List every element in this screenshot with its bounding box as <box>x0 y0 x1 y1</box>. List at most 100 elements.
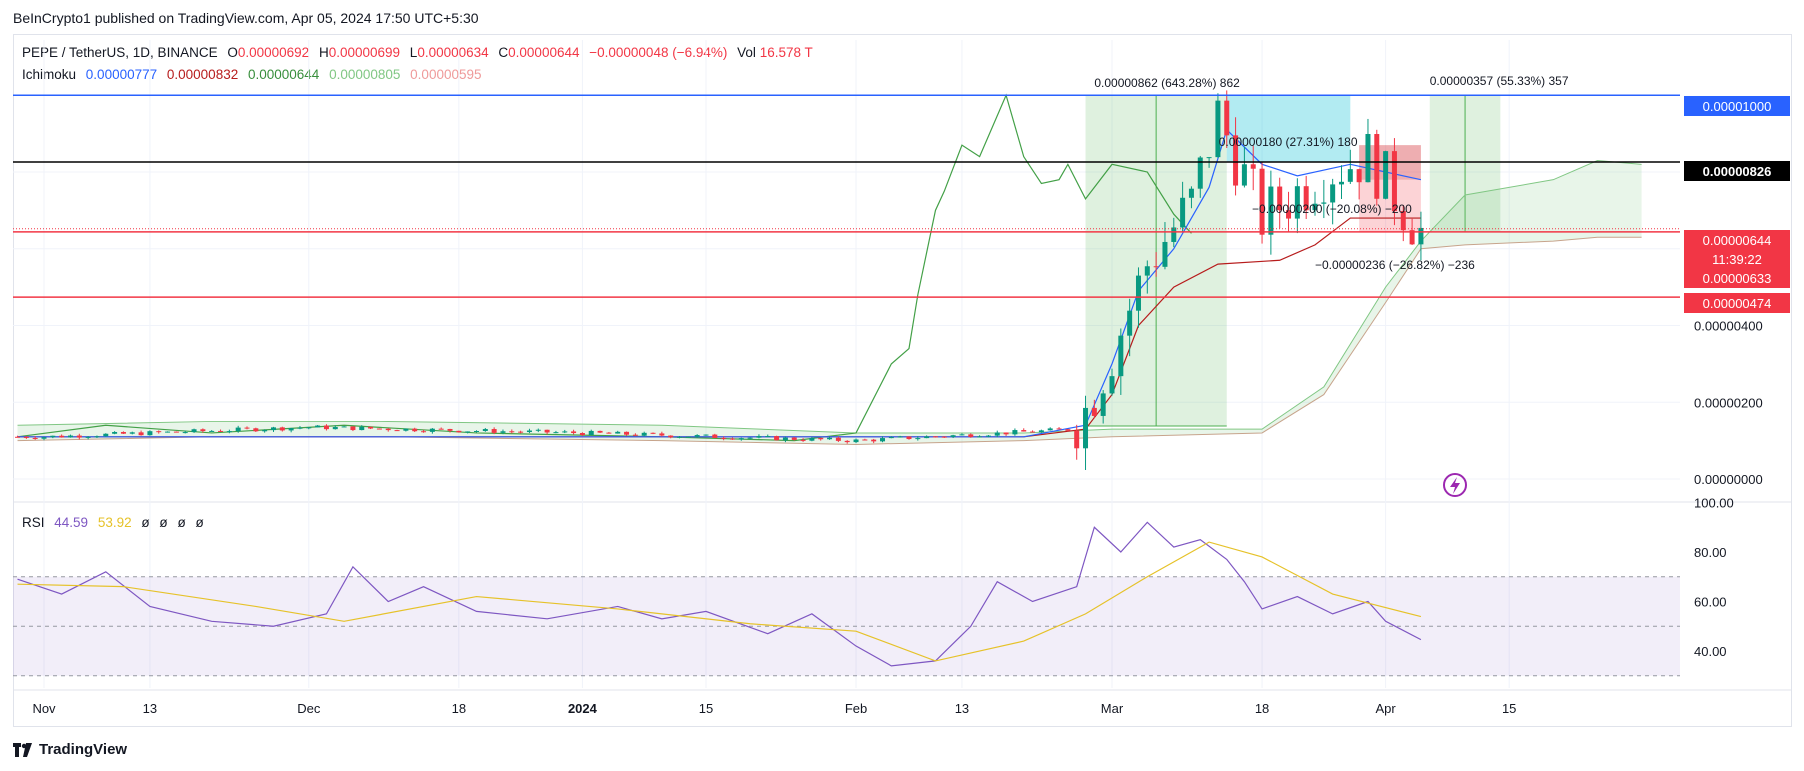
candle-body <box>173 431 179 433</box>
rsi-ma-value: 53.92 <box>97 515 132 530</box>
candle-body <box>456 430 462 433</box>
rsi-tick-label: 40.00 <box>1694 644 1727 659</box>
candle-body <box>412 428 418 432</box>
symbol-title[interactable]: PEPE / TetherUS, 1D, BINANCE <box>22 45 218 60</box>
candle-body <box>1206 157 1212 159</box>
measure-label-1: 0.00000862 (643.28%) 862 <box>1094 76 1240 90</box>
lightning-icon <box>1443 473 1467 497</box>
candle-body <box>1197 157 1203 189</box>
candle-body <box>1012 430 1018 435</box>
candle-body <box>588 430 594 436</box>
price-badge-label: 0.00000474 <box>1703 296 1772 311</box>
candle-body <box>306 427 312 429</box>
candle-body <box>800 439 806 441</box>
candle-body <box>985 435 991 437</box>
candle-body <box>50 435 56 438</box>
ichimoku-lead1: 0.00000805 <box>329 67 401 82</box>
open-value: O0.00000692 <box>227 45 310 60</box>
candle-body <box>262 430 268 432</box>
candle-body <box>615 431 621 434</box>
candle-body <box>1003 432 1009 435</box>
ichimoku-base: 0.00000832 <box>166 67 239 82</box>
candle-body <box>835 437 841 441</box>
candle-body <box>1109 376 1115 394</box>
candle-body <box>888 437 894 439</box>
rsi-tick-label: 80.00 <box>1694 545 1727 560</box>
rsi-value: 44.59 <box>54 515 89 530</box>
candle-body <box>1118 335 1124 377</box>
rsi-tick-label: 60.00 <box>1694 595 1727 610</box>
candle-body <box>385 428 391 431</box>
price-badge-bg <box>1684 161 1790 181</box>
candle-body <box>544 429 550 433</box>
candle-body <box>1135 275 1141 311</box>
measure-label-2: 0.00000357 (55.33%) 357 <box>1430 74 1569 88</box>
candle-body <box>112 431 118 434</box>
candle-body <box>1286 210 1292 219</box>
candle-body <box>1100 393 1106 416</box>
candle-body <box>871 439 877 442</box>
candle-body <box>94 436 100 438</box>
candle-body <box>1233 135 1239 186</box>
candle-body <box>562 431 568 433</box>
candle-body <box>279 427 285 431</box>
ichimoku-label[interactable]: Ichimoku <box>22 67 77 82</box>
candle-body <box>685 436 691 438</box>
candle-body <box>1391 151 1397 212</box>
candle-body <box>1074 430 1080 449</box>
candle-body <box>182 432 188 434</box>
candle-body <box>694 435 700 437</box>
price-badge-label: 0.00001000 <box>1703 99 1772 114</box>
candle-body <box>1356 169 1362 183</box>
price-badge-bg <box>1684 293 1790 313</box>
candle-body <box>579 433 585 436</box>
candle-body <box>1047 428 1053 431</box>
candle-body <box>156 431 162 433</box>
candle-body <box>376 428 382 430</box>
candle-body <box>1030 431 1036 433</box>
candle-body <box>1338 181 1344 185</box>
candle-body <box>438 428 444 430</box>
candle-body <box>624 431 630 435</box>
candle-body <box>1056 428 1062 430</box>
price-badge-bg <box>1684 230 1790 250</box>
candle-body <box>103 433 109 437</box>
brand-footer: TradingView <box>13 741 127 758</box>
time-label: 13 <box>143 701 157 716</box>
candle-body <box>915 438 921 440</box>
candle-body <box>270 427 276 431</box>
candle-body <box>1409 230 1415 245</box>
candle-body <box>491 429 497 433</box>
time-label: 15 <box>699 701 713 716</box>
candle-body <box>659 433 665 436</box>
candle-body <box>235 427 241 432</box>
candle-body <box>553 432 559 434</box>
candle-body <box>677 436 683 438</box>
price-badge-bg <box>1684 96 1790 116</box>
candle-body <box>67 435 73 438</box>
candle-body <box>774 436 780 441</box>
candle-body <box>632 434 638 436</box>
candle-body <box>1224 100 1230 136</box>
measure-label-5: −0.00000236 (−26.82%) −236 <box>1315 258 1475 272</box>
rsi-tick-label: 100.00 <box>1694 496 1734 511</box>
close-value: C0.00000644 <box>498 45 580 60</box>
time-label: 15 <box>1502 701 1516 716</box>
candle-body <box>932 436 938 438</box>
rsi-extra-4: ø <box>195 515 204 530</box>
candle-body <box>32 437 38 439</box>
candle-body <box>1127 310 1133 336</box>
ichimoku-legend: Ichimoku 0.00000777 0.00000832 0.0000064… <box>22 67 488 82</box>
candle-body <box>147 431 153 436</box>
candle-body <box>571 431 577 434</box>
rsi-label[interactable]: RSI <box>22 515 45 530</box>
volume-value: Vol 16.578 T <box>737 45 813 60</box>
candle-body <box>15 436 21 438</box>
candle-body <box>1171 227 1177 242</box>
candle-body <box>1312 203 1318 211</box>
candle-body <box>1303 186 1309 211</box>
candle-body <box>738 438 744 440</box>
candle-body <box>129 432 135 434</box>
candle-body <box>59 435 65 438</box>
